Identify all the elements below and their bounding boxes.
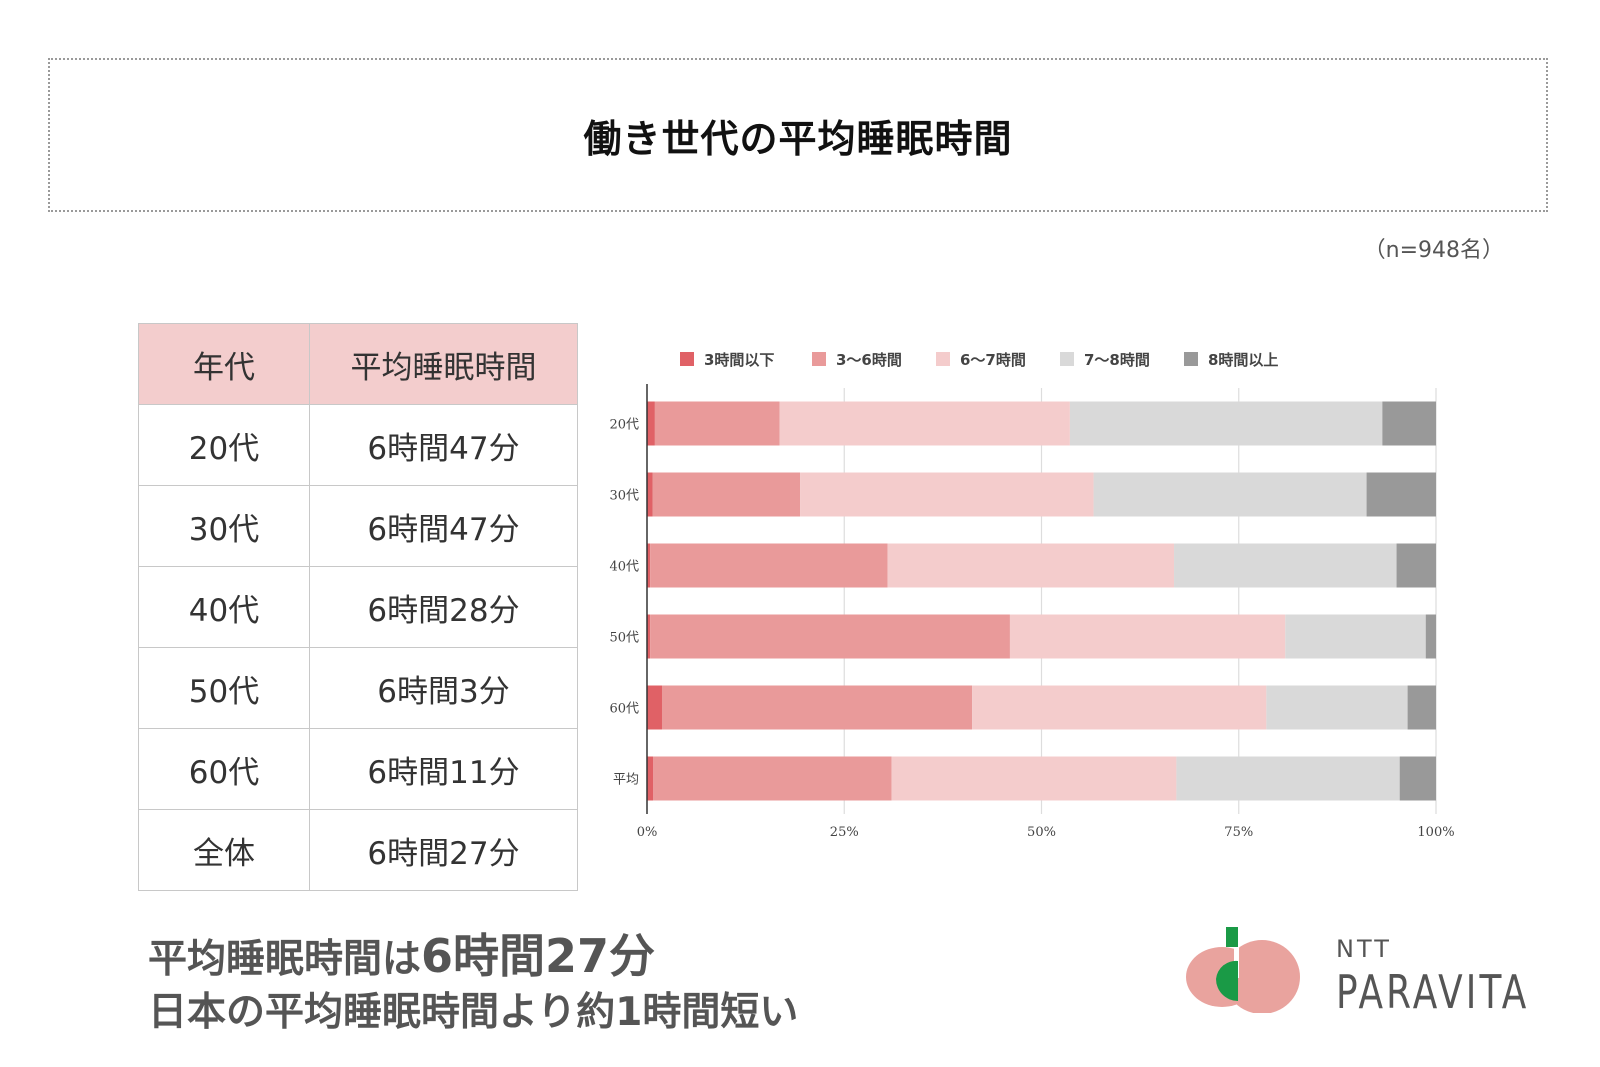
- summary-line-1: 平均睡眠時間は6時間27分: [148, 930, 798, 986]
- legend-label: 8時間以上: [1208, 351, 1278, 369]
- summary-line-1-value: 6時間27分: [421, 929, 656, 983]
- ntt-paravita-logo: NTT PARAVITA: [1186, 927, 1526, 1035]
- logo-text-paravita: PARAVITA: [1336, 965, 1530, 1019]
- bar-segment: [1174, 543, 1397, 588]
- sample-size: （n=948名）: [1363, 238, 1504, 263]
- bar-segment: [650, 614, 1010, 659]
- bar-segment: [1399, 756, 1436, 801]
- bar-segment: [647, 401, 655, 446]
- summary-line-1-prefix: 平均睡眠時間は: [148, 937, 422, 982]
- bar-segment: [1396, 543, 1436, 588]
- page-title: 働き世代の平均睡眠時間: [583, 116, 1013, 161]
- table-row: 40代 6時間28分: [138, 566, 578, 648]
- bar-segment: [652, 472, 801, 517]
- bar-segment: [1382, 401, 1436, 446]
- legend-swatch: [1060, 352, 1074, 366]
- table-cell-age: 60代: [138, 728, 310, 810]
- table-row: 60代 6時間11分: [138, 728, 578, 810]
- legend-swatch: [812, 352, 826, 366]
- bar-segment: [1069, 401, 1383, 446]
- bar-segment: [887, 543, 1175, 588]
- summary: 平均睡眠時間は6時間27分 日本の平均睡眠時間より約1時間短い: [148, 930, 798, 1040]
- bar-segment: [779, 401, 1070, 446]
- legend-swatch: [1184, 352, 1198, 366]
- table-row: 30代 6時間47分: [138, 485, 578, 567]
- x-tick-label: 50%: [1027, 825, 1056, 840]
- bar-segment: [1285, 614, 1426, 659]
- x-tick-label: 75%: [1224, 825, 1253, 840]
- bar-segment: [647, 472, 653, 517]
- bar-segment: [654, 401, 780, 446]
- bar-segment: [972, 685, 1267, 730]
- table-header-average: 平均睡眠時間: [309, 323, 578, 405]
- bar-segment: [647, 543, 651, 588]
- table-cell-age: 40代: [138, 566, 310, 648]
- table-cell-age: 50代: [138, 647, 310, 729]
- summary-line-2: 日本の平均睡眠時間より約1時間短い: [148, 990, 799, 1035]
- y-category-label: 40代: [609, 560, 639, 575]
- x-tick-label: 25%: [830, 825, 859, 840]
- legend-swatch: [680, 352, 694, 366]
- bar-segment: [650, 543, 888, 588]
- table-cell-average: 6時間47分: [309, 485, 578, 567]
- table-row: 全体 6時間27分: [138, 809, 578, 891]
- table-cell-average: 6時間11分: [309, 728, 578, 810]
- y-category-label: 20代: [609, 418, 639, 433]
- bar-segment: [647, 614, 651, 659]
- table-cell-average: 6時間27分: [309, 809, 578, 891]
- bar-segment: [1407, 685, 1436, 730]
- bar-segment: [653, 756, 892, 801]
- bar-segment: [1093, 472, 1367, 517]
- bar-segment: [1366, 472, 1436, 517]
- y-category-label: 30代: [609, 489, 639, 504]
- bar-segment: [647, 685, 662, 730]
- table-row: 50代 6時間3分: [138, 647, 578, 729]
- table-cell-average: 6時間47分: [309, 404, 578, 486]
- bar-segment: [661, 685, 973, 730]
- bar-segment: [1009, 614, 1286, 659]
- title-box: 働き世代の平均睡眠時間: [48, 58, 1548, 212]
- legend-label: 6～7時間: [960, 351, 1026, 369]
- x-tick-label: 0%: [637, 825, 658, 840]
- bar-segment: [647, 756, 654, 801]
- table-header-age: 年代: [138, 323, 310, 405]
- bar-segment: [891, 756, 1177, 801]
- y-category-label: 60代: [609, 702, 639, 717]
- y-category-label: 平均: [613, 773, 639, 788]
- bar-segment: [1266, 685, 1408, 730]
- table-cell-age: 30代: [138, 485, 310, 567]
- logo-text-ntt: NTT: [1336, 935, 1392, 963]
- bar-segment: [800, 472, 1094, 517]
- table-cell-age: 20代: [138, 404, 310, 486]
- bar-segment: [1176, 756, 1400, 801]
- table-cell-average: 6時間28分: [309, 566, 578, 648]
- legend-label: 7～8時間: [1084, 351, 1150, 369]
- table-row: 20代 6時間47分: [138, 404, 578, 486]
- age-sleep-table: 年代 平均睡眠時間 20代 6時間47分 30代 6時間47分 40代 6時間2…: [138, 323, 578, 891]
- table-cell-average: 6時間3分: [309, 647, 578, 729]
- table-cell-age: 全体: [138, 809, 310, 891]
- table-header-row: 年代 平均睡眠時間: [138, 323, 578, 405]
- legend-label: 3時間以下: [704, 351, 774, 369]
- paravita-logo-mark: [1186, 927, 1300, 1013]
- y-category-label: 50代: [609, 631, 639, 646]
- x-tick-label: 100%: [1417, 825, 1454, 840]
- legend-label: 3～6時間: [836, 351, 902, 369]
- bar-segment: [1425, 614, 1436, 659]
- legend-swatch: [936, 352, 950, 366]
